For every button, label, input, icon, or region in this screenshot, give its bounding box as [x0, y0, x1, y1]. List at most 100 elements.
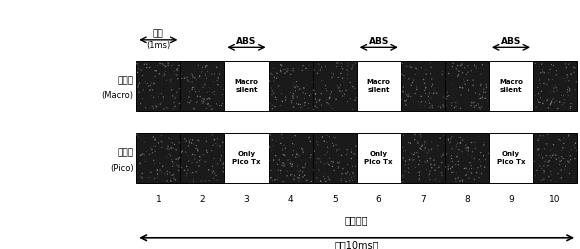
Point — [209, 156, 219, 160]
Point — [415, 146, 425, 150]
Point — [336, 179, 346, 183]
Point — [324, 175, 333, 179]
Point — [479, 154, 488, 158]
Bar — [533, 61, 577, 111]
Point — [543, 155, 552, 159]
Point — [150, 69, 160, 73]
Point — [216, 158, 225, 162]
Point — [188, 75, 198, 79]
Point — [476, 84, 485, 88]
Point — [155, 161, 164, 165]
Point — [447, 101, 456, 105]
Point — [456, 106, 465, 110]
Point — [338, 93, 347, 97]
Text: 帧（10ms）: 帧（10ms） — [335, 240, 379, 249]
Point — [189, 85, 198, 89]
Point — [181, 150, 190, 154]
Point — [414, 100, 423, 104]
Point — [401, 90, 410, 94]
Point — [274, 84, 284, 88]
Point — [572, 149, 580, 153]
Point — [397, 72, 407, 76]
Point — [531, 62, 540, 65]
Point — [162, 155, 171, 159]
Point — [192, 144, 201, 148]
Point — [332, 83, 342, 87]
Point — [565, 89, 574, 93]
Point — [320, 139, 329, 143]
Point — [278, 180, 288, 184]
Point — [409, 78, 418, 82]
Point — [207, 107, 216, 111]
Point — [452, 142, 461, 146]
Point — [321, 83, 330, 87]
Point — [143, 81, 152, 85]
Point — [452, 171, 461, 175]
Point — [207, 72, 216, 76]
Point — [153, 63, 162, 67]
Point — [451, 180, 461, 184]
Point — [162, 78, 171, 82]
Point — [325, 135, 334, 139]
Point — [561, 62, 570, 66]
Point — [151, 137, 161, 141]
Point — [472, 171, 481, 175]
Point — [546, 90, 555, 94]
Point — [430, 163, 439, 167]
Point — [565, 62, 574, 66]
Point — [411, 66, 420, 70]
Point — [300, 165, 310, 169]
Point — [480, 141, 489, 145]
Point — [159, 97, 168, 101]
Point — [398, 86, 408, 90]
Point — [316, 179, 325, 183]
Point — [295, 87, 305, 91]
Point — [404, 94, 413, 98]
Point — [287, 164, 296, 168]
Point — [317, 92, 326, 96]
Point — [165, 152, 174, 156]
Point — [210, 72, 219, 76]
Point — [563, 159, 572, 163]
Point — [297, 146, 306, 150]
Point — [293, 164, 302, 168]
Point — [419, 149, 429, 153]
Point — [182, 139, 191, 143]
Point — [429, 158, 438, 162]
Text: 8: 8 — [464, 195, 470, 204]
Point — [209, 169, 218, 173]
Point — [537, 178, 546, 182]
Point — [329, 136, 339, 140]
Point — [343, 64, 353, 68]
Point — [277, 91, 287, 95]
Point — [278, 148, 287, 152]
Point — [147, 94, 156, 98]
Point — [168, 173, 177, 177]
Point — [210, 171, 219, 175]
Point — [563, 76, 572, 80]
Point — [429, 91, 438, 95]
Point — [332, 65, 342, 69]
Point — [545, 154, 554, 158]
Point — [342, 68, 351, 72]
Point — [414, 163, 423, 167]
Point — [306, 92, 316, 96]
Point — [277, 133, 287, 137]
Point — [557, 155, 567, 159]
Point — [482, 85, 491, 89]
Point — [428, 82, 437, 86]
Point — [434, 165, 444, 169]
Point — [343, 162, 352, 166]
Point — [539, 134, 548, 138]
Point — [447, 170, 456, 174]
Point — [426, 162, 436, 166]
Point — [209, 80, 218, 84]
Point — [409, 100, 418, 104]
Point — [155, 102, 165, 106]
Point — [157, 139, 166, 143]
Point — [463, 149, 473, 153]
Point — [455, 135, 465, 139]
Point — [451, 104, 461, 108]
Point — [201, 72, 210, 76]
Point — [201, 64, 210, 68]
